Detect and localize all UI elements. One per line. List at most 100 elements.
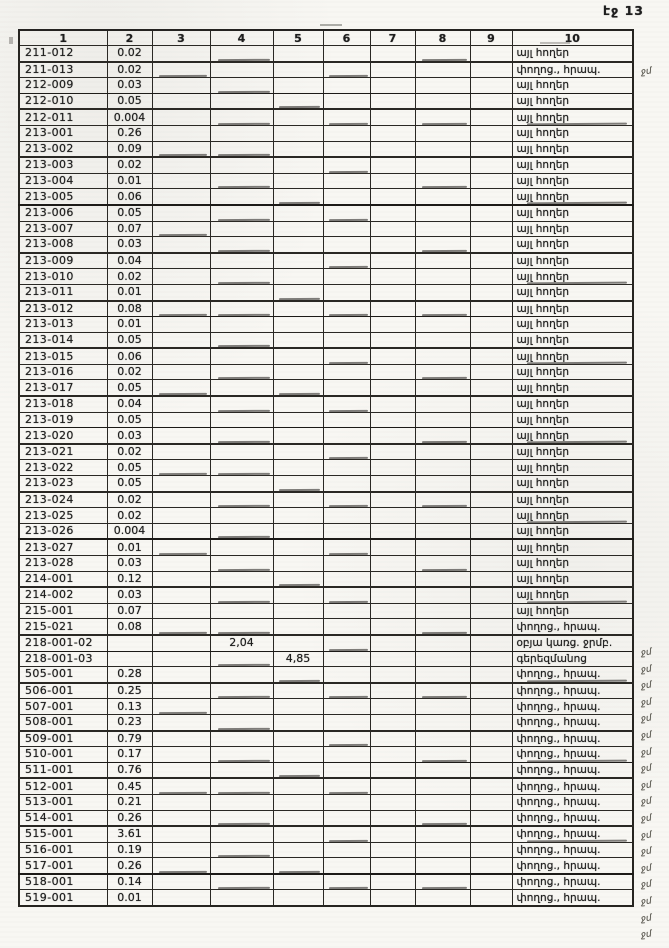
cell-value: 3.61 <box>106 825 153 843</box>
table-row: 213-019 0.05 այլ հողեր <box>18 411 634 429</box>
cell-parcel-code: 510-001 <box>18 746 108 763</box>
cell-land-use: այլ հողեր <box>511 188 634 206</box>
cell-value <box>414 283 471 302</box>
cell-value <box>469 618 513 636</box>
cell-value <box>209 172 274 190</box>
cell-value <box>272 889 324 907</box>
cell-value <box>322 363 371 381</box>
cell-value <box>469 204 513 222</box>
cell-value <box>209 793 274 811</box>
cell-parcel-code: 213-007 <box>18 220 108 238</box>
cell-value <box>106 634 153 652</box>
cell-value <box>369 825 416 843</box>
cell-value <box>414 379 471 398</box>
cell-value <box>469 252 513 270</box>
cell-value <box>209 427 274 445</box>
cell-value <box>322 475 371 493</box>
cell-parcel-code: 213-027 <box>18 538 108 557</box>
cell-value: 0.04 <box>106 395 153 413</box>
table-row: 218-001-02 2,04 օբյա կառց. ջրմբ. <box>18 634 634 652</box>
cell-value <box>272 77 324 94</box>
cell-value <box>469 873 513 891</box>
cell-value <box>209 650 274 668</box>
cell-value <box>469 77 513 94</box>
cell-value: 0.05 <box>106 459 153 477</box>
cell-value <box>322 698 371 715</box>
cell-value <box>209 188 274 206</box>
table-row: 212-011 0.004 այլ հողեր <box>18 108 634 126</box>
cell-value <box>414 252 471 270</box>
cell-value: 0.01 <box>106 316 153 333</box>
table-row: 213-028 0.03 այլ հողեր <box>18 555 634 572</box>
cell-value <box>369 61 416 79</box>
cell-value: 0.19 <box>106 841 153 859</box>
cell-parcel-code: 214-002 <box>18 586 108 604</box>
cell-parcel-code: 512-001 <box>18 777 108 795</box>
cell-value <box>322 713 371 732</box>
cell-value <box>209 379 274 398</box>
cell-value <box>369 857 416 875</box>
cell-value <box>369 363 416 381</box>
cell-land-use: օբյա կառց. ջրմբ. <box>511 634 634 652</box>
cell-value <box>369 77 416 94</box>
cell-value <box>209 809 274 828</box>
cell-value: 0.76 <box>106 761 153 780</box>
cell-value <box>322 140 371 159</box>
scan-speck <box>9 37 13 44</box>
cell-value <box>469 602 513 620</box>
cell-value <box>272 236 324 254</box>
cell-value <box>209 283 274 302</box>
cell-value <box>151 825 211 843</box>
cell-value <box>369 316 416 333</box>
table-row: 512-001 0.45 փողոց., հրապ. <box>18 777 634 795</box>
cell-value <box>414 809 471 828</box>
cell-land-use: այլ հողեր <box>511 411 634 429</box>
cell-value <box>272 347 324 365</box>
cell-value <box>322 204 371 222</box>
cell-value <box>369 634 416 652</box>
table-row: 213-026 0.004 այլ հողեր <box>18 522 634 541</box>
margin-note: ջմ <box>640 929 653 941</box>
cell-land-use: այլ հողեր <box>511 44 634 63</box>
cell-value <box>414 92 471 111</box>
cell-value <box>322 92 371 111</box>
table-row: 513-001 0.21 փողոց., հրապ. <box>18 793 634 811</box>
cell-land-use: այլ հողեր <box>511 252 634 270</box>
cell-value <box>414 204 471 222</box>
cell-value <box>414 570 471 589</box>
cell-parcel-code: 213-006 <box>18 204 108 222</box>
cell-value <box>414 61 471 79</box>
column-header-2: 2 <box>106 29 153 46</box>
cell-value <box>469 841 513 859</box>
cell-value <box>469 713 513 732</box>
cell-value <box>414 857 471 875</box>
cell-value <box>414 666 471 684</box>
table-row: 211-012 0.02 այլ հողեր <box>18 44 634 63</box>
cell-value <box>369 124 416 142</box>
cell-value <box>151 555 211 572</box>
cell-value <box>209 156 274 174</box>
table-row: 214-002 0.03 այլ հողեր <box>18 586 634 604</box>
cell-value <box>369 793 416 811</box>
cell-value <box>209 618 274 636</box>
cell-value <box>322 411 371 429</box>
cell-value <box>209 140 274 159</box>
cell-value <box>272 172 324 190</box>
cell-value <box>151 252 211 270</box>
cell-value <box>414 618 471 636</box>
table-row: 510-001 0.17 փողոց., հրապ. <box>18 746 634 763</box>
cell-parcel-code: 505-001 <box>18 666 108 684</box>
cell-value <box>369 459 416 477</box>
table-row: 213-006 0.05 այլ հողեր <box>18 204 634 222</box>
cell-value <box>151 188 211 206</box>
cell-value <box>322 236 371 254</box>
cell-value <box>272 363 324 381</box>
cell-value <box>272 316 324 333</box>
cell-value <box>369 809 416 828</box>
cell-parcel-code: 213-011 <box>18 283 108 302</box>
cell-value <box>209 586 274 604</box>
table-row: 213-014 0.05 այլ հողեր <box>18 331 634 350</box>
cell-land-use: այլ հողեր <box>511 522 634 541</box>
cell-value <box>414 698 471 715</box>
table-row: 212-010 0.05 այլ հողեր <box>18 92 634 111</box>
